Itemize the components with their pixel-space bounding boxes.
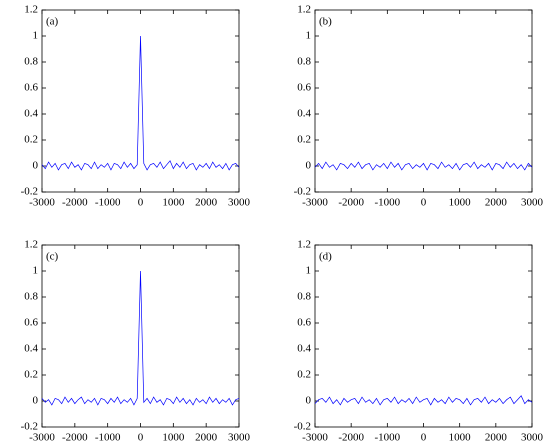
- y-tick-label: 0.2: [24, 369, 38, 381]
- x-tick-label: 0: [421, 432, 427, 444]
- y-tick-label: 0: [33, 395, 39, 407]
- x-tick-label: 0: [138, 432, 144, 444]
- y-tick-label: 0.8: [297, 56, 311, 68]
- y-tick-label: 1.2: [297, 239, 311, 251]
- signal-line: [41, 35, 240, 171]
- x-tick-label: 1000: [162, 197, 185, 209]
- y-tick-label: 0.6: [297, 317, 311, 329]
- x-tick-label: 3000: [521, 197, 544, 209]
- y-tick-label: -0.2: [21, 421, 38, 433]
- y-tick-label: 0.2: [297, 369, 311, 381]
- x-tick-label: -3000: [302, 432, 328, 444]
- y-tick-label: -0.2: [21, 186, 38, 198]
- panel-label: (a): [46, 16, 59, 28]
- y-tick-label: 0.6: [297, 82, 311, 94]
- x-tick-label: 1000: [162, 432, 185, 444]
- panel-label: (b): [319, 16, 332, 28]
- x-tick-label: -3000: [29, 432, 55, 444]
- x-tick-label: -1000: [95, 432, 121, 444]
- x-tick-label: -2000: [338, 432, 364, 444]
- x-tick-label: -3000: [29, 197, 55, 209]
- panel-label: (d): [319, 251, 332, 263]
- y-tick-label: 0.4: [297, 343, 311, 355]
- x-tick-label: -3000: [302, 197, 328, 209]
- y-tick-label: 0.6: [24, 82, 38, 94]
- y-tick-label: 0: [306, 160, 312, 172]
- x-tick-label: 2000: [485, 432, 508, 444]
- x-tick-label: 2000: [195, 432, 218, 444]
- x-tick-label: -1000: [95, 197, 121, 209]
- y-tick-label: 0.2: [24, 134, 38, 146]
- x-tick-label: 3000: [228, 432, 251, 444]
- x-tick-label: 1000: [449, 197, 472, 209]
- y-tick-label: 0.4: [24, 343, 38, 355]
- x-tick-label: 3000: [521, 432, 544, 444]
- y-tick-label: 0.2: [297, 134, 311, 146]
- x-tick-label: 0: [138, 197, 144, 209]
- x-tick-label: -2000: [338, 197, 364, 209]
- x-tick-label: -2000: [62, 432, 88, 444]
- y-tick-label: 0: [33, 160, 39, 172]
- y-tick-label: 1.2: [297, 4, 311, 16]
- y-tick-label: 0.8: [24, 56, 38, 68]
- y-tick-label: 0.6: [24, 317, 38, 329]
- y-tick-label: 0.4: [297, 108, 311, 120]
- y-tick-label: -0.2: [294, 186, 311, 198]
- y-tick-label: 0.4: [24, 108, 38, 120]
- panel-label: (c): [46, 251, 59, 263]
- y-tick-label: 1: [306, 265, 312, 277]
- x-tick-label: 3000: [228, 197, 251, 209]
- signal-line: [314, 161, 533, 171]
- y-tick-label: 0: [306, 395, 312, 407]
- y-tick-label: 0.8: [24, 291, 38, 303]
- y-tick-label: 1.2: [24, 239, 38, 251]
- x-tick-label: -2000: [62, 197, 88, 209]
- y-tick-label: 1: [306, 30, 312, 42]
- y-tick-label: 0.8: [297, 291, 311, 303]
- y-tick-label: 1: [33, 265, 39, 277]
- y-tick-label: 1.2: [24, 4, 38, 16]
- x-tick-label: 2000: [195, 197, 218, 209]
- signal-line: [314, 395, 533, 406]
- x-tick-label: -1000: [374, 432, 400, 444]
- x-tick-label: 2000: [485, 197, 508, 209]
- x-tick-label: 0: [421, 197, 427, 209]
- signal-line: [41, 270, 240, 406]
- y-tick-label: 1: [33, 30, 39, 42]
- x-tick-label: -1000: [374, 197, 400, 209]
- y-tick-label: -0.2: [294, 421, 311, 433]
- x-tick-label: 1000: [449, 432, 472, 444]
